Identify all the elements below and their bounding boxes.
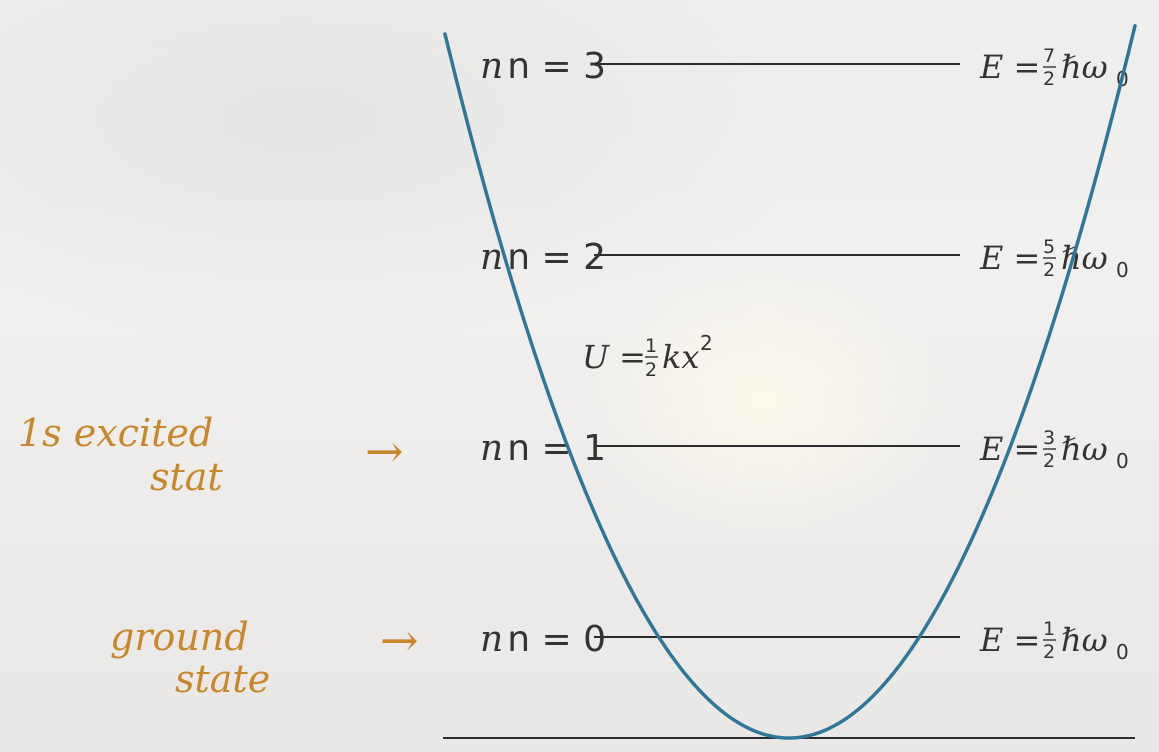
energy-label-n0: E = 1 2 ℏω 0 — [979, 618, 1129, 664]
annotation-first-excited: 1s excited stat — [18, 411, 223, 499]
potential-parabola — [443, 24, 1137, 740]
svg-text:E =: E = — [979, 621, 1040, 659]
svg-text:E =: E = — [979, 48, 1040, 86]
svg-text:0: 0 — [1116, 449, 1129, 473]
svg-text:0: 0 — [1116, 640, 1129, 664]
svg-text:kx: kx — [662, 338, 699, 376]
svg-text:2: 2 — [645, 359, 657, 381]
energy-label-n1: E = 3 2 ℏω 0 — [979, 427, 1129, 473]
svg-text:ℏω: ℏω — [1061, 430, 1108, 468]
svg-text:7: 7 — [1043, 45, 1055, 67]
svg-text:U =: U = — [582, 338, 646, 376]
svg-text:2: 2 — [1043, 259, 1055, 281]
svg-text:1s excited: 1s excited — [18, 411, 213, 455]
svg-text:E =: E = — [979, 239, 1040, 277]
arrow-to-ground-state: → — [380, 613, 419, 667]
svg-text:0: 0 — [1116, 258, 1129, 282]
svg-text:state: state — [175, 657, 270, 701]
svg-text:stat: stat — [150, 455, 223, 499]
svg-text:3: 3 — [1043, 427, 1055, 449]
annotation-ground-state: ground state — [110, 615, 270, 701]
svg-text:1: 1 — [1043, 618, 1055, 640]
svg-text:2: 2 — [1043, 68, 1055, 90]
svg-text:ground: ground — [110, 615, 249, 659]
svg-text:ℏω: ℏω — [1061, 48, 1108, 86]
arrow-to-first-excited: → — [365, 424, 404, 478]
svg-text:5: 5 — [1043, 236, 1055, 258]
energy-label-n2: E = 5 2 ℏω 0 — [979, 236, 1129, 282]
svg-text:2: 2 — [1043, 450, 1055, 472]
svg-text:2: 2 — [700, 331, 713, 355]
potential-label: U = 1 2 kx 2 — [582, 331, 713, 381]
energy-label-n3: E = 7 2 ℏω 0 — [979, 45, 1129, 91]
svg-text:ℏω: ℏω — [1061, 621, 1108, 659]
svg-text:2: 2 — [1043, 641, 1055, 663]
svg-text:1: 1 — [645, 335, 657, 357]
